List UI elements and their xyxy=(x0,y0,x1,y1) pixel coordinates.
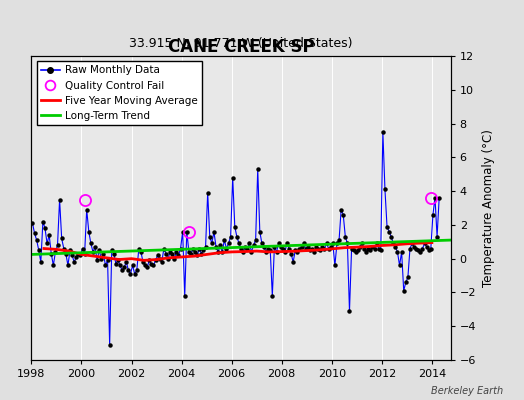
Text: Berkeley Earth: Berkeley Earth xyxy=(431,386,503,396)
Text: 33.915 N, 91.771 W (United States): 33.915 N, 91.771 W (United States) xyxy=(129,37,353,50)
Y-axis label: Temperature Anomaly (°C): Temperature Anomaly (°C) xyxy=(482,129,495,287)
Title: CANE CREEK SP: CANE CREEK SP xyxy=(168,38,314,56)
Legend: Raw Monthly Data, Quality Control Fail, Five Year Moving Average, Long-Term Tren: Raw Monthly Data, Quality Control Fail, … xyxy=(37,61,202,125)
